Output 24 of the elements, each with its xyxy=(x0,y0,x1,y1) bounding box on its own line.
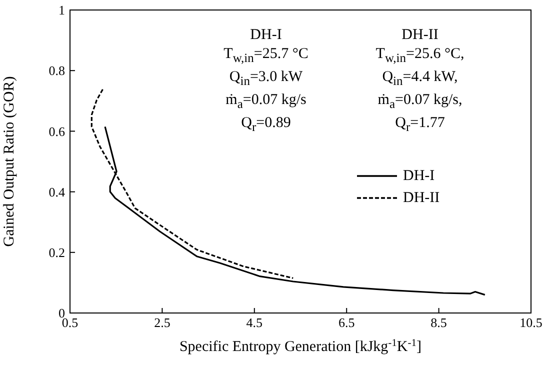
annotation: DH-I xyxy=(249,26,283,45)
x-tick-label: 10.5 xyxy=(520,315,542,330)
annotation: DH-II xyxy=(400,26,440,45)
y-tick-label: 0.8 xyxy=(48,63,65,78)
annotation: T$_{w,in}$=25.7 °C xyxy=(222,45,310,67)
annotation: Q$_{r}$=0.89 xyxy=(240,114,292,136)
y-tick-label: 0.6 xyxy=(48,124,66,139)
annotation: Q$_{r}$=1.77 xyxy=(394,114,446,136)
y-axis-title: Gained Output Ratio (GOR) xyxy=(1,76,18,247)
annotation: T$_{w,in}$=25.6 °C, xyxy=(374,45,466,67)
x-tick-label: 6.5 xyxy=(338,315,355,330)
annotation: ṁ$_{a}$=0.07 kg/s xyxy=(224,91,308,113)
y-tick-label: 0.2 xyxy=(48,245,65,260)
y-tick-label: 1 xyxy=(58,2,65,18)
annotation: Q$_{in}$=4.4 kW, xyxy=(381,68,459,90)
x-tick-label: 8.5 xyxy=(430,315,447,330)
y-tick-label: 0.4 xyxy=(48,184,66,200)
annotation: ṁ$_{a}$=0.07 kg/s, xyxy=(376,91,464,113)
x-tick-label: 2.5 xyxy=(154,315,170,330)
annotation: Q$_{in}$=3.0 kW xyxy=(228,68,304,90)
x-tick-label: 4.5 xyxy=(246,315,263,330)
x-axis-title: Specific Entropy Generation [kJkg$^{-1}$K$^{-1}$] xyxy=(179,338,422,355)
legend-label: DH-II xyxy=(403,190,440,206)
legend-label: DH-I xyxy=(403,168,435,184)
